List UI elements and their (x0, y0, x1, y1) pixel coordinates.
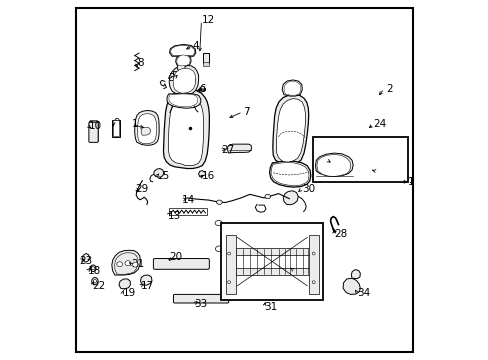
Text: 8: 8 (137, 58, 143, 68)
Text: 16: 16 (201, 171, 214, 181)
Polygon shape (284, 81, 300, 95)
Text: 26: 26 (326, 155, 340, 165)
Polygon shape (119, 279, 130, 289)
Ellipse shape (215, 246, 223, 252)
Ellipse shape (215, 221, 222, 226)
Polygon shape (269, 161, 310, 187)
Text: 32: 32 (292, 265, 305, 275)
Polygon shape (270, 162, 308, 186)
Text: 21: 21 (131, 259, 144, 269)
Ellipse shape (216, 200, 222, 204)
Polygon shape (176, 55, 190, 66)
Text: 3: 3 (167, 73, 174, 83)
Ellipse shape (92, 267, 94, 270)
Polygon shape (197, 86, 204, 92)
Text: 20: 20 (169, 252, 182, 262)
Polygon shape (135, 111, 159, 145)
Polygon shape (282, 80, 302, 96)
Bar (112, 120, 120, 137)
Text: 15: 15 (156, 171, 169, 181)
Polygon shape (173, 68, 195, 93)
Polygon shape (141, 127, 150, 135)
Text: 29: 29 (135, 184, 148, 194)
Polygon shape (276, 99, 305, 162)
Text: 11: 11 (131, 120, 144, 129)
Polygon shape (175, 54, 191, 66)
Ellipse shape (312, 252, 314, 255)
Text: 22: 22 (92, 281, 105, 291)
Polygon shape (167, 93, 201, 108)
Polygon shape (82, 253, 89, 262)
Ellipse shape (93, 279, 96, 283)
Ellipse shape (227, 281, 230, 284)
Polygon shape (351, 270, 360, 279)
Text: 2: 2 (386, 84, 392, 94)
Polygon shape (169, 44, 195, 56)
Text: 31: 31 (264, 302, 277, 312)
Bar (312, 137, 407, 182)
Ellipse shape (92, 278, 98, 285)
Text: 6: 6 (199, 84, 206, 94)
Text: 5: 5 (171, 71, 177, 81)
Polygon shape (163, 89, 209, 168)
Text: 24: 24 (373, 120, 386, 129)
Text: 18: 18 (87, 266, 101, 276)
Bar (226, 268, 317, 275)
FancyBboxPatch shape (89, 122, 98, 142)
Ellipse shape (117, 262, 122, 267)
Bar (226, 248, 317, 255)
Bar (225, 234, 235, 294)
Bar (202, 53, 208, 63)
Text: 1: 1 (407, 177, 414, 187)
Polygon shape (170, 45, 194, 55)
Polygon shape (283, 191, 298, 205)
FancyBboxPatch shape (89, 121, 98, 141)
Polygon shape (168, 94, 198, 107)
Polygon shape (316, 154, 350, 176)
FancyBboxPatch shape (173, 294, 228, 303)
Text: 13: 13 (167, 211, 180, 221)
Polygon shape (177, 63, 185, 71)
Text: 9: 9 (113, 118, 120, 128)
Bar (308, 234, 318, 294)
FancyBboxPatch shape (153, 258, 209, 269)
Ellipse shape (264, 194, 270, 199)
Polygon shape (153, 168, 163, 177)
Text: 7: 7 (242, 107, 249, 117)
Ellipse shape (312, 281, 314, 284)
Polygon shape (137, 114, 156, 144)
Bar (202, 62, 208, 66)
Polygon shape (272, 95, 308, 165)
Text: 23: 23 (80, 256, 93, 266)
Text: 30: 30 (301, 184, 314, 194)
Ellipse shape (227, 252, 230, 255)
Polygon shape (168, 96, 203, 166)
Polygon shape (169, 65, 198, 95)
Polygon shape (315, 153, 352, 176)
Ellipse shape (132, 262, 138, 267)
Ellipse shape (90, 265, 96, 271)
Polygon shape (140, 275, 152, 285)
Text: 33: 33 (194, 299, 207, 309)
Polygon shape (112, 250, 140, 275)
Text: 25: 25 (375, 166, 388, 176)
Polygon shape (343, 278, 360, 294)
Text: 19: 19 (122, 288, 136, 298)
Polygon shape (227, 144, 251, 153)
Text: 14: 14 (182, 195, 195, 205)
Text: 10: 10 (88, 121, 102, 131)
Bar (112, 121, 119, 136)
Text: 17: 17 (140, 281, 153, 291)
Ellipse shape (125, 261, 131, 266)
Bar (169, 208, 206, 215)
Text: 12: 12 (201, 15, 214, 26)
Bar (221, 223, 323, 300)
Text: 28: 28 (333, 229, 346, 239)
Text: 4: 4 (192, 41, 199, 50)
Text: 34: 34 (357, 288, 370, 298)
Text: 27: 27 (221, 144, 234, 154)
Polygon shape (198, 171, 205, 177)
